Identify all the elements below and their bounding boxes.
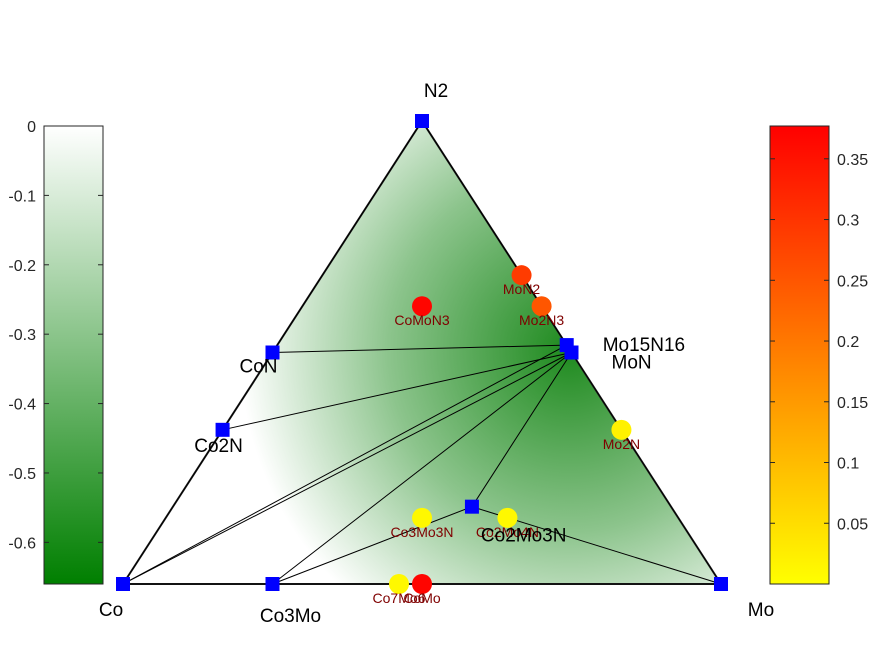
- tie-line-co3mo-mon: [272, 352, 572, 585]
- stable-phase-label-mon: MoN: [612, 353, 652, 374]
- unstable-phase-como: [412, 574, 432, 594]
- stable-phase-mon: [564, 345, 579, 360]
- unstable-phase-co2mo4n: [497, 507, 518, 528]
- tie-line-co-mon: [122, 352, 572, 585]
- tie-line-co-mo15n16: [122, 344, 567, 585]
- colorbar-tick-label: -0.2: [8, 258, 36, 275]
- hull-distance-colorbar-gradient: [769, 125, 830, 585]
- unstable-phase-mo2n3: [531, 296, 552, 317]
- stable-phase-co2n: [215, 422, 230, 437]
- colorbar-tick-label: 0.3: [837, 213, 859, 230]
- colorbar-tick-label: -0.3: [8, 327, 36, 344]
- colorbar-tick-label: -0.4: [8, 397, 36, 414]
- colorbar-tick-label: -0.6: [8, 535, 36, 552]
- stable-phase-co: [116, 577, 130, 591]
- stable-phase-label-n2: N2: [424, 81, 448, 102]
- colorbar-tick-label: 0.1: [837, 456, 859, 473]
- colorbar-tick-label: 0.2: [837, 334, 859, 351]
- colorbar-tick-label: -0.5: [8, 466, 36, 483]
- unstable-phase-label-comon3: CoMoN3: [394, 312, 449, 328]
- tie-line-co3mo-co2mo3n: [272, 506, 473, 585]
- unstable-phase-co3mo3n: [412, 507, 433, 528]
- formation-energy-colorbar: 0 -0.1 -0.2 -0.3 -0.4 -0.5 -0.6: [8, 119, 104, 585]
- unstable-phase-label-mo2n3: Mo2N3: [519, 312, 564, 328]
- colorbar-tick-label: 0.05: [837, 516, 868, 533]
- stable-phase-con: [265, 345, 280, 360]
- unstable-phase-label-co2mo4n: Co2Mo4N: [476, 524, 539, 540]
- stable-phases: [116, 114, 728, 591]
- stable-phase-co2mo3n: [464, 499, 479, 514]
- stable-phase-mo: [714, 577, 728, 591]
- colorbar-tick-label: -0.1: [8, 188, 36, 205]
- stable-phase-label-co3mo: Co3Mo: [260, 606, 321, 627]
- stable-phase-label-mo15n16: Mo15N16: [603, 335, 685, 356]
- colorbar-tick-label: 0: [27, 119, 36, 136]
- stable-phase-label-con: CoN: [239, 357, 277, 378]
- unstable-phase-mo2n: [611, 419, 632, 440]
- unstable-phase-label-co7mo6: Co7Mo6: [373, 590, 426, 606]
- stable-phase-label-co: Co: [99, 600, 123, 621]
- colorbar-tick-label: 0.15: [837, 395, 868, 412]
- unstable-phase-comon3: [412, 296, 432, 317]
- stable-phase-n2: [415, 114, 429, 128]
- colorbar-tick-label: 0.25: [837, 273, 868, 290]
- stable-phase-label-mo: Mo: [748, 600, 774, 621]
- tie-line-co2n-mon: [222, 352, 572, 431]
- unstable-phase-co7mo6: [388, 574, 409, 594]
- formation-energy-colorbar-gradient: [43, 125, 104, 585]
- unstable-phase-label-co3mo3n: Co3Mo3N: [391, 524, 454, 540]
- unstable-phase-mon2: [511, 265, 532, 286]
- tie-line-co2mo3n-mon: [471, 352, 572, 507]
- stable-phase-co3mo: [265, 577, 280, 591]
- stable-phase-label-co2n: Co2N: [194, 436, 243, 457]
- unstable-phase-label-mon2: MoN2: [503, 281, 541, 297]
- unstable-phase-label-como: CoMo: [403, 590, 441, 606]
- formation-energy-colorbar-ticks: 0 -0.1 -0.2 -0.3 -0.4 -0.5 -0.6: [8, 119, 103, 552]
- hull-distance-colorbar: 0.05 0.1 0.15 0.2 0.25 0.3 0.35: [769, 125, 868, 585]
- unstable-phases: [388, 265, 632, 594]
- hull-distance-colorbar-ticks: 0.05 0.1 0.15 0.2 0.25 0.3 0.35: [770, 152, 868, 533]
- stable-phase-label-co2mo3n: Co2Mo3N: [481, 526, 567, 547]
- colorbar-tick-label: 0.35: [837, 152, 868, 169]
- tie-line-con-mo15n16: [272, 344, 567, 353]
- unstable-phase-label-mo2n: Mo2N: [603, 436, 640, 452]
